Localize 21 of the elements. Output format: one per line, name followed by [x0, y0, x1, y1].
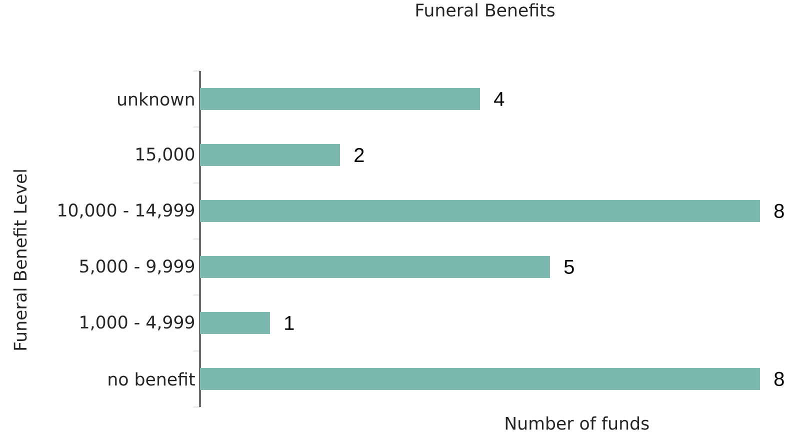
data-label: 2	[354, 148, 364, 162]
bar	[200, 144, 340, 166]
bar	[200, 256, 550, 278]
bar	[200, 88, 480, 110]
bar	[200, 200, 760, 222]
data-label: 5	[564, 260, 574, 274]
bar	[200, 312, 270, 334]
data-label: 1	[285, 316, 294, 330]
y-tick-label: 1,000 - 4,999	[80, 316, 194, 330]
data-label: 8	[774, 372, 784, 386]
data-label: 8	[774, 204, 784, 218]
y-axis-title: Funeral Benefit Level	[13, 170, 27, 350]
y-tick-label: unknown	[118, 92, 194, 106]
y-tick-label: 15,000	[136, 148, 194, 162]
y-tick-label: no benefit	[108, 372, 195, 386]
y-tick-label: 5,000 - 9,999	[80, 260, 194, 274]
chart-title: Funeral Benefits	[416, 3, 555, 17]
bar	[200, 368, 760, 390]
y-tick-label: 10,000 - 14,999	[58, 204, 194, 218]
x-axis-title: Number of funds	[506, 416, 649, 430]
data-label: 4	[494, 92, 504, 106]
